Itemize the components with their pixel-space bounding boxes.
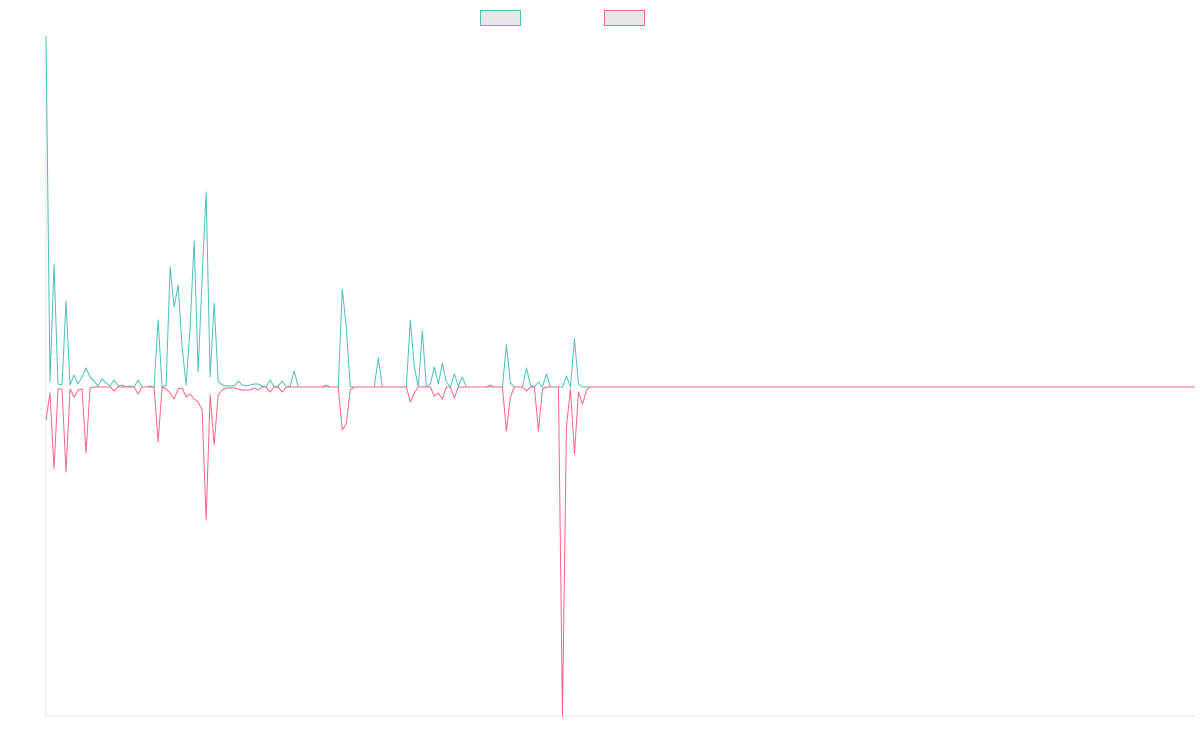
legend-swatch[interactable] — [604, 10, 645, 26]
line-series — [45, 35, 1195, 388]
line-series — [45, 386, 1195, 717]
legend-swatch[interactable] — [480, 10, 521, 26]
